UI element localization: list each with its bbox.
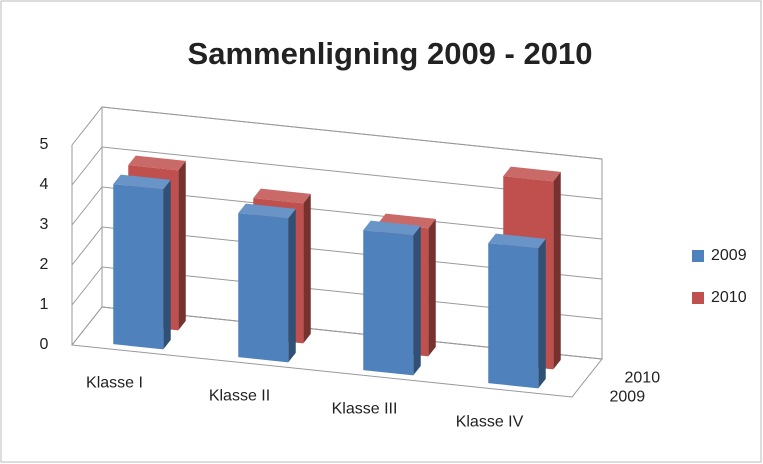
depth-label: 2009: [610, 389, 646, 406]
depth-label: 2010: [625, 370, 661, 387]
x-tick-label: Klasse IV: [456, 414, 524, 431]
chart-title: Sammenligning 2009 - 2010: [188, 36, 593, 71]
y-tick-label: 1: [40, 296, 49, 313]
x-tick-label: Klasse III: [332, 401, 398, 418]
bar-side: [553, 171, 561, 370]
bar-top: [363, 220, 421, 236]
legend-swatch: [692, 250, 704, 262]
bar-top: [238, 203, 296, 219]
bar-side: [163, 179, 171, 350]
bar-front: [363, 230, 414, 376]
bar-top: [503, 166, 561, 182]
bar-front: [113, 184, 164, 350]
bar: [363, 220, 421, 376]
bar-side: [288, 208, 296, 363]
bar-top: [253, 188, 311, 204]
bar-top: [128, 155, 186, 171]
bar-side: [538, 238, 546, 389]
bar-top: [488, 233, 546, 249]
y-tick-label: 2: [40, 256, 49, 273]
grid-line: [71, 106, 603, 160]
bar-side: [178, 160, 186, 331]
bar-top: [113, 174, 171, 190]
y-tick-label: 5: [40, 136, 49, 153]
bar-front: [488, 243, 539, 389]
bar-side: [428, 218, 436, 357]
bar-front: [238, 213, 289, 363]
bar-side: [303, 193, 311, 344]
x-tick-label: Klasse II: [209, 388, 270, 405]
legend-swatch: [692, 292, 704, 304]
bar: [113, 174, 171, 350]
y-tick-label: 0: [40, 336, 49, 353]
bar-side: [413, 225, 421, 376]
grid-line: [71, 146, 603, 200]
legend-label: 2010: [711, 289, 747, 306]
x-tick-label: Klasse I: [86, 375, 143, 392]
bar: [238, 203, 296, 363]
y-tick-label: 4: [40, 176, 49, 193]
bar: [488, 233, 546, 389]
y-tick-label: 3: [40, 216, 49, 233]
bar-top: [378, 213, 436, 229]
legend-label: 2009: [711, 247, 747, 264]
